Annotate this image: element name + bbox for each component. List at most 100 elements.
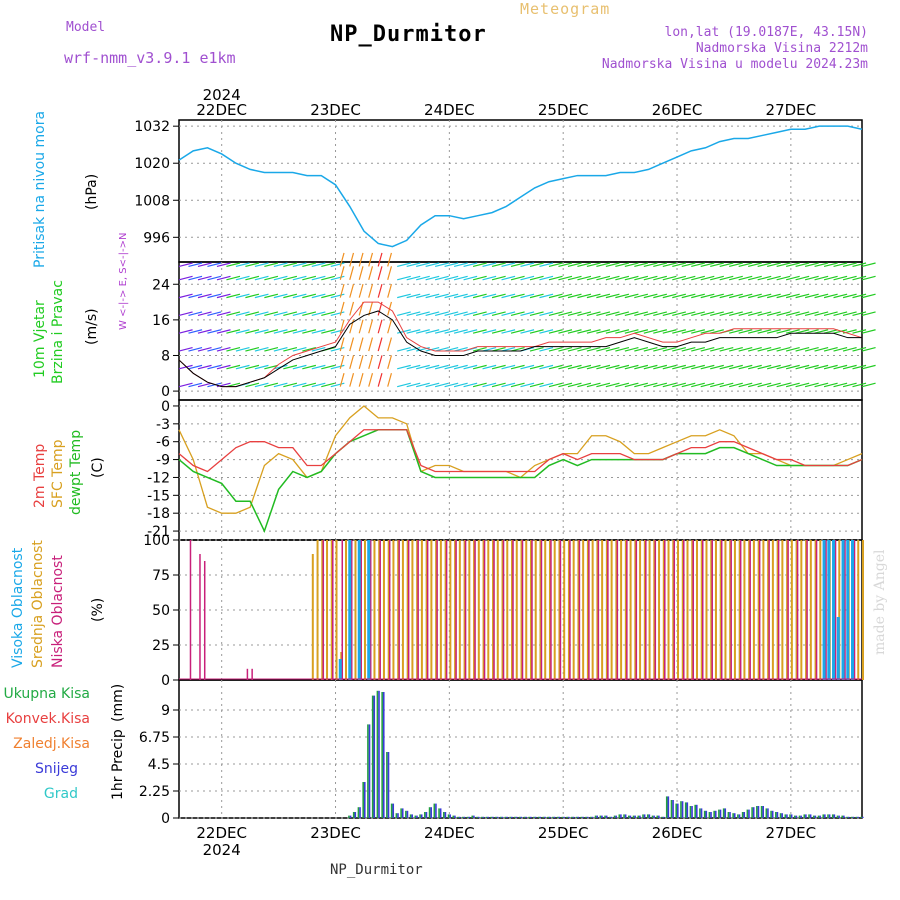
wind-barb <box>207 346 222 352</box>
wind-barb <box>577 346 592 352</box>
wind-barb <box>207 262 222 268</box>
wind-barb <box>425 329 440 334</box>
wind-barb <box>719 262 734 268</box>
y-tick-label: 0 <box>161 384 170 400</box>
precip-bar-snow <box>677 803 679 818</box>
wind-barb <box>596 293 611 299</box>
wind-barb <box>748 364 762 370</box>
wind-barb <box>321 275 336 281</box>
wind-barb <box>833 364 848 370</box>
wind-barb <box>226 329 241 334</box>
wind-barb <box>339 252 345 267</box>
wind-barb <box>406 329 421 334</box>
precip-bar <box>495 816 497 818</box>
wind-barb <box>368 252 374 267</box>
wind-barb <box>330 382 345 388</box>
precip-bar-snow <box>596 815 598 818</box>
wind-barb <box>653 382 668 388</box>
wind-barb <box>548 293 563 299</box>
precip-bar-snow <box>639 815 641 818</box>
wind-barb <box>605 275 620 281</box>
wind-barb <box>188 346 203 352</box>
wind-barb <box>795 275 810 281</box>
wind-barb <box>700 275 715 281</box>
wind-barb <box>330 262 345 268</box>
wind-barb <box>434 311 449 317</box>
wind-barb <box>226 262 241 268</box>
wind-barb <box>197 382 212 388</box>
wind-barb <box>463 293 478 299</box>
precip-bar-snow <box>790 814 793 818</box>
wind-barb <box>397 275 411 281</box>
wind-barb <box>567 293 582 299</box>
wind-barb <box>197 329 212 334</box>
precip-bar <box>457 816 459 818</box>
wind-barb <box>264 275 279 281</box>
model-label: Model <box>66 20 106 35</box>
wind-barb <box>292 329 307 334</box>
wind-barb <box>358 266 364 280</box>
wind-barb <box>321 293 336 299</box>
wind-barb <box>785 346 800 352</box>
y-tick-label: 1008 <box>134 193 170 209</box>
y-tick-label: 24 <box>152 277 170 293</box>
wind-barb <box>302 346 317 352</box>
wind-barb <box>738 311 753 317</box>
wind-barb <box>406 364 421 370</box>
wind-barb <box>729 329 743 334</box>
precip-bar-snow <box>515 816 518 818</box>
wind-barb <box>453 311 468 317</box>
wind-barb <box>339 372 345 387</box>
wind-barb <box>729 275 743 281</box>
y-tick-label: 2.25 <box>139 784 170 800</box>
wind-barb <box>719 346 734 352</box>
wind-barb <box>567 311 582 317</box>
wind-barb <box>321 364 336 370</box>
wind-barb <box>672 382 686 388</box>
wind-barb <box>311 311 326 317</box>
precip-bar-snow <box>752 807 755 818</box>
wind-barb <box>823 329 838 334</box>
wind-barb <box>254 275 269 281</box>
precip-bar-snow <box>468 816 470 818</box>
wind-barb <box>785 293 800 299</box>
precip-bar-snow <box>847 816 850 818</box>
wind-barb <box>463 262 478 268</box>
wind-barb <box>766 275 781 281</box>
y-tick-label: 0 <box>161 399 170 415</box>
model-altitude-text: Nadmorska Visina u modelu 2024.23m <box>601 57 868 72</box>
wind-barb <box>216 364 231 370</box>
legend-total-rain: Ukupna Kisa <box>3 686 90 702</box>
precip-bar <box>746 809 749 818</box>
wind-barb <box>634 364 649 370</box>
wind-barb <box>283 364 298 370</box>
wind-barb <box>245 382 260 388</box>
wind-barb <box>548 311 563 317</box>
wind-barb <box>358 337 364 352</box>
wind-barb <box>207 275 222 281</box>
precip-bar <box>798 815 801 818</box>
wind-barb <box>833 329 848 334</box>
precip-bar-snow <box>544 816 546 818</box>
precip-bar <box>618 814 621 818</box>
altitude-text: Nadmorska Visina 2212m <box>695 41 868 56</box>
wind-barb <box>273 275 288 281</box>
wind-barb <box>795 262 810 268</box>
precip-bar <box>737 814 739 818</box>
wind-barb <box>681 293 696 299</box>
wind-barb <box>577 382 592 388</box>
y-tick-label: 6.75 <box>139 730 170 746</box>
meteogram-label: Meteogram <box>520 0 611 18</box>
precip-bar-snow <box>458 816 461 818</box>
y-tick-label: -21 <box>147 524 170 540</box>
wind-barb <box>662 262 677 268</box>
precip-bar-snow <box>454 815 456 818</box>
precip-bar-snow <box>762 806 764 818</box>
precip-bar-snow <box>529 816 532 818</box>
wind-barb <box>529 262 544 268</box>
wind-barb <box>207 311 222 317</box>
wind-barb <box>254 293 269 299</box>
wind-barb <box>453 275 468 281</box>
precip-bar-snow <box>667 796 670 818</box>
wind-barb <box>273 293 288 299</box>
